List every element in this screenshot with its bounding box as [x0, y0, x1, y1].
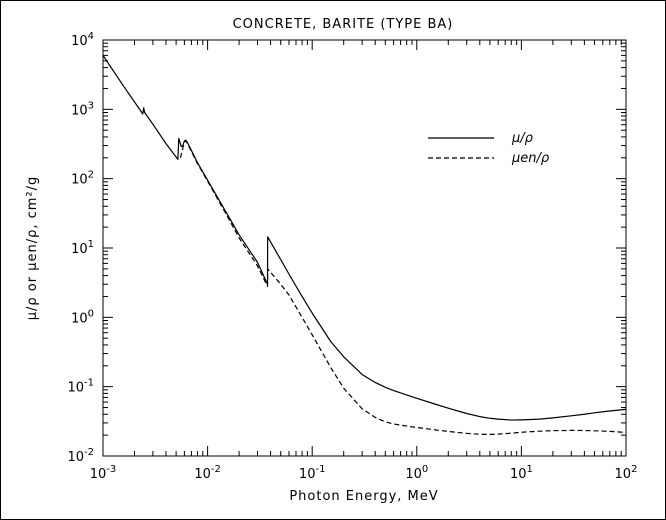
x-tick-label: 10-1: [299, 464, 326, 482]
x-axis-label: Photon Energy, MeV: [289, 489, 438, 504]
y-tick-label: 103: [71, 100, 94, 118]
legend-label-mu-en-rho: μen/ρ: [511, 151, 550, 166]
chart-title: CONCRETE, BARITE (TYPE BA): [233, 17, 454, 32]
legend: μ/ρ μen/ρ: [428, 131, 550, 166]
x-axis-ticks: 10-3 10-2 10-1 100 101 102: [90, 40, 638, 482]
y-tick-label: 100: [71, 308, 94, 326]
y-tick-label: 104: [71, 31, 94, 49]
y-axis-ticks: 10-2 10-1 100 101 102 103 104: [67, 31, 626, 465]
x-tick-label: 102: [615, 464, 638, 482]
y-axis-label: μ/ρ or μen/ρ, cm²/g: [25, 176, 40, 321]
series-line-mu-en-rho: [179, 140, 627, 435]
x-tick-label: 10-3: [90, 464, 117, 482]
series-group: [102, 55, 627, 435]
y-tick-label: 10-2: [67, 447, 94, 465]
y-tick-label: 101: [71, 239, 94, 257]
y-tick-label: 10-1: [67, 378, 94, 396]
legend-label-mu-rho: μ/ρ: [511, 131, 534, 146]
x-tick-label: 101: [510, 464, 533, 482]
x-tick-label: 100: [405, 464, 428, 482]
x-tick-label: 10-2: [194, 464, 221, 482]
series-line-mu-rho: [102, 55, 627, 421]
y-tick-label: 102: [71, 170, 94, 188]
